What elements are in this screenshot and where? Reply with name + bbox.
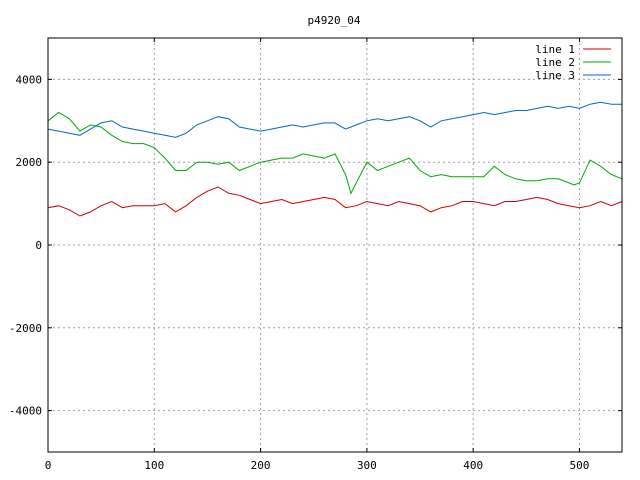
- series-line-3: [47, 101, 622, 138]
- y-tick-label: -2000: [9, 322, 42, 335]
- x-tick-label: 400: [463, 459, 483, 472]
- grid: [48, 38, 622, 452]
- legend-label-1: line 1: [535, 43, 575, 56]
- chart-title: p4920_04: [308, 14, 361, 27]
- x-tick-label: 0: [45, 459, 52, 472]
- x-tick-label: 100: [144, 459, 164, 472]
- x-tick-label: 200: [251, 459, 271, 472]
- y-tick-label: 4000: [16, 73, 43, 86]
- legend-label-2: line 2: [535, 56, 575, 69]
- legend-label-3: line 3: [535, 69, 575, 82]
- y-tick-label: 2000: [16, 156, 43, 169]
- series-group: [47, 101, 623, 217]
- y-tick-label: 0: [35, 239, 42, 252]
- x-tick-label: 500: [570, 459, 590, 472]
- x-tick-label: 300: [357, 459, 377, 472]
- y-tick-label: -4000: [9, 405, 42, 418]
- series-line-1: [47, 186, 623, 217]
- axis-ticks: 0 100 200 300 400 500 -4000 -2000 0 2000 4000: [9, 38, 622, 472]
- series-line-2: [47, 111, 623, 195]
